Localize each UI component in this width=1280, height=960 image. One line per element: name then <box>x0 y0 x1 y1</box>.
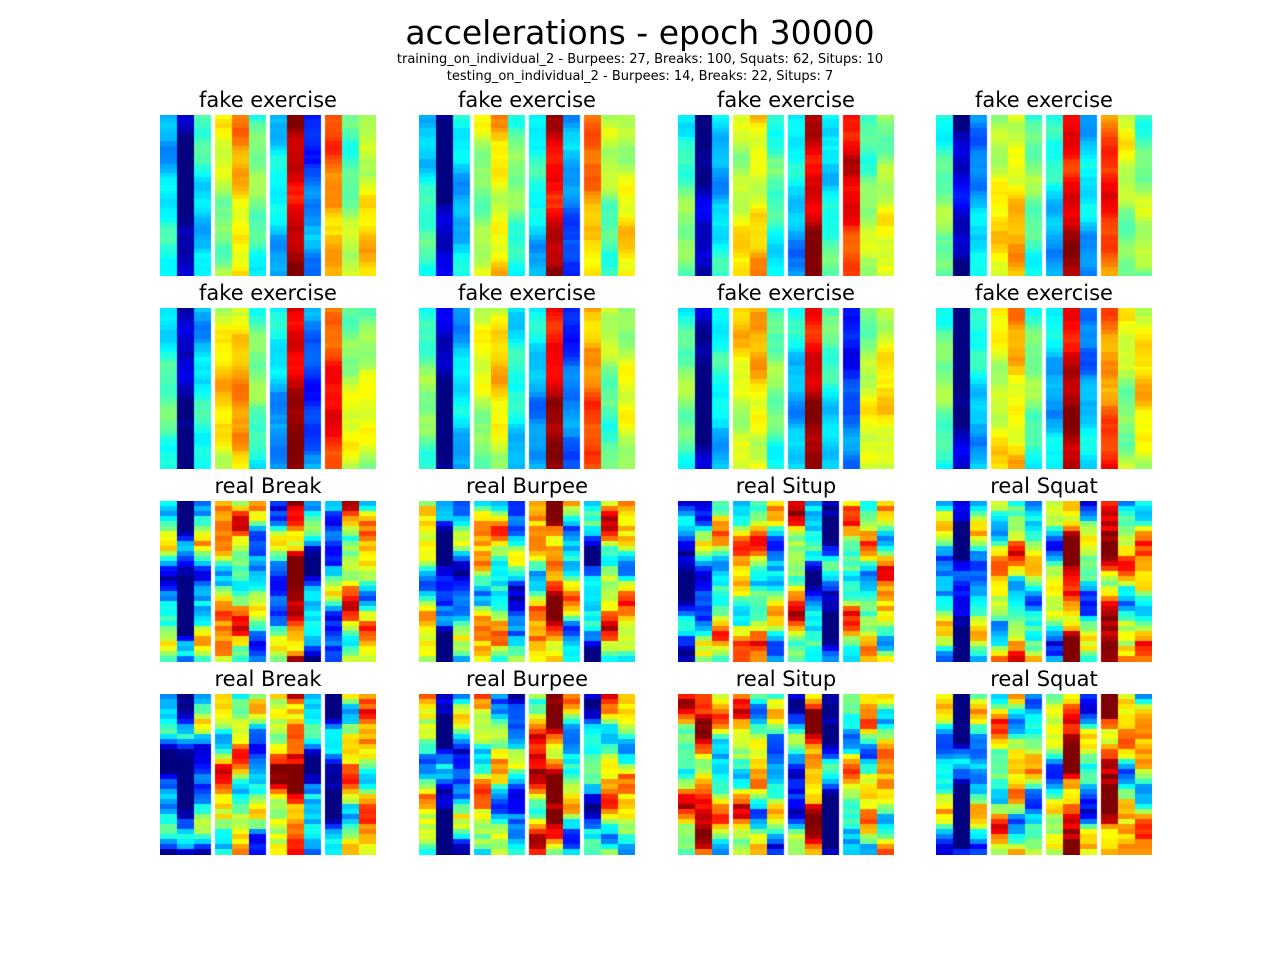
panel-title: real Situp <box>735 474 837 498</box>
heatmap-panel <box>936 501 1152 662</box>
heatmap-panel <box>678 694 894 855</box>
panel-title: fake exercise <box>458 88 596 112</box>
panel-title: real Break <box>214 474 322 498</box>
heatmap-panel <box>419 115 635 276</box>
heatmap-panel <box>160 694 376 855</box>
heatmap-panel <box>936 115 1152 276</box>
panel-title: fake exercise <box>717 88 855 112</box>
heatmap-panel <box>160 115 376 276</box>
heatmap-panel <box>419 694 635 855</box>
panel-title: fake exercise <box>199 281 337 305</box>
panel-title: real Squat <box>990 667 1098 691</box>
panel-title: fake exercise <box>458 281 596 305</box>
panel-title: real Burpee <box>466 667 588 691</box>
figure-title: accelerations - epoch 30000 <box>405 13 875 52</box>
heatmap-panel <box>936 308 1152 469</box>
panel-title: fake exercise <box>975 88 1113 112</box>
heatmap-panel <box>678 115 894 276</box>
panel-title: real Break <box>214 667 322 691</box>
subtitle-testing: testing_on_individual_2 - Burpees: 14, B… <box>446 69 834 84</box>
panel-title: real Squat <box>990 474 1098 498</box>
panel-title: real Burpee <box>466 474 588 498</box>
panel-title: fake exercise <box>975 281 1113 305</box>
heatmap-panel <box>678 308 894 469</box>
panel-title: fake exercise <box>717 281 855 305</box>
subtitle-training: training_on_individual_2 - Burpees: 27, … <box>396 52 884 67</box>
heatmap-panel <box>419 501 635 662</box>
panel-title: real Situp <box>735 667 837 691</box>
panel-title: fake exercise <box>199 88 337 112</box>
heatmap-panel <box>419 308 635 469</box>
heatmap-panel <box>160 308 376 469</box>
heatmap-panel <box>936 694 1152 855</box>
heatmap-panel <box>160 501 376 662</box>
heatmap-panel <box>678 501 894 662</box>
